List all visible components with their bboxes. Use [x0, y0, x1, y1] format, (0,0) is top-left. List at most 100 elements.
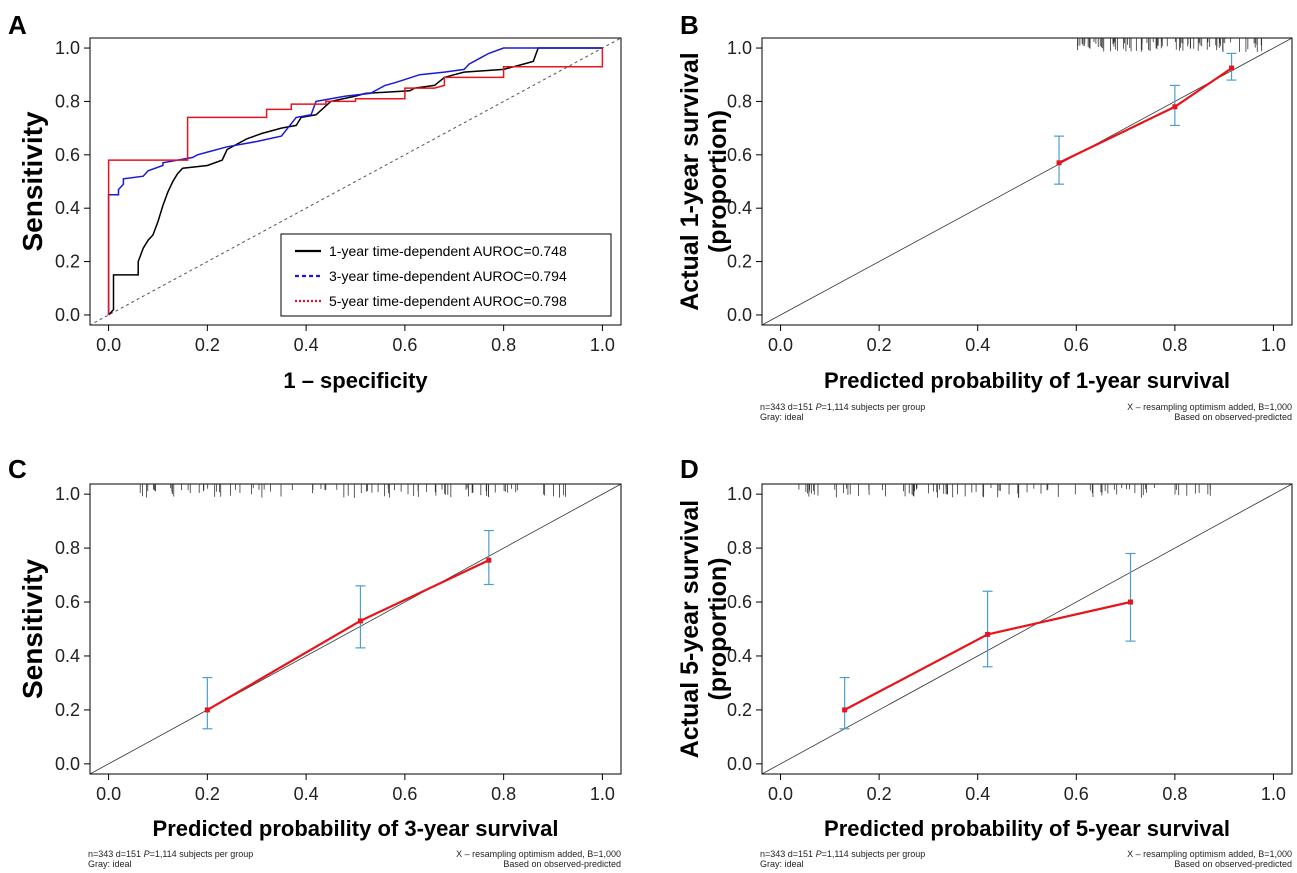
error-bar [483, 529, 494, 586]
ideal-line [90, 484, 621, 774]
calibration-point [204, 707, 210, 713]
legend-label: 5-year time-dependent AUROC=0.798 [329, 293, 567, 309]
y-axis-title: Sensitivity [17, 559, 48, 699]
footnote-left-line1: n=343 d=151 P=1,114 subjects per group [760, 849, 925, 859]
y-tick-label: 0.6 [727, 592, 752, 612]
panel-letter: A [8, 10, 27, 40]
x-tick-label: 0.8 [491, 335, 516, 355]
footnote-right-line2: Based on observed-predicted [503, 859, 621, 869]
y-axis-title: Actual 5-year survival [676, 500, 704, 758]
plot-area [762, 38, 1292, 325]
plot-frame [761, 37, 1293, 326]
x-tick-label: 0.8 [1162, 784, 1187, 804]
error-bar [839, 676, 850, 730]
footnote-subjects: =1,114 subjects per group [822, 402, 926, 412]
x-tick-label: 0.4 [294, 784, 319, 804]
y-axis-title: (proportion) [704, 557, 732, 700]
x-tick-label: 1.0 [1261, 335, 1286, 355]
legend: 1-year time-dependent AUROC=0.748 3-year … [280, 233, 612, 317]
plot-frame [89, 37, 622, 326]
series-line-2 [107, 47, 603, 315]
panel-d: D 0.0 0.0 0.2 0.2 0.4 0.4 0.6 0.6 0.8 0.8 1.0 1.0 Pre… [676, 454, 1293, 869]
legend-label: 1-year time-dependent AUROC=0.748 [329, 243, 567, 259]
footnote-right-line1: X – resampling optimism added, B=1,000 [1127, 402, 1292, 412]
y-tick-label: 0.8 [55, 91, 80, 111]
x-tick-label: 0.4 [965, 784, 990, 804]
rug-marks [1077, 38, 1263, 52]
y-tick-label: 0.6 [55, 592, 80, 612]
y-tick-label: 0.8 [55, 538, 80, 558]
footnote-p: P [144, 849, 150, 859]
x-tick-label: 1.0 [1261, 784, 1286, 804]
y-axis-title: Actual 1-year survival [676, 52, 704, 310]
x-axis-title: Predicted probability of 1-year survival [824, 368, 1230, 393]
calibration-point [1056, 160, 1062, 166]
x-tick-label: 1.0 [590, 335, 615, 355]
x-tick-label: 0.6 [1064, 335, 1089, 355]
x-axis-title: 1 – specificity [283, 368, 428, 393]
footnote-subjects: =1,114 subjects per group [822, 849, 926, 859]
x-tick-label: 0.0 [96, 784, 121, 804]
footnote-right-line2: Based on observed-predicted [1174, 859, 1292, 869]
x-tick-label: 0.2 [867, 784, 892, 804]
legend-label: 3-year time-dependent AUROC=0.794 [329, 268, 567, 284]
y-tick-label: 0.0 [727, 305, 752, 325]
rug-marks [798, 484, 1211, 498]
legend-box [280, 233, 612, 317]
calibration-point [1229, 65, 1235, 71]
footnote-subjects: =1,114 subjects per group [150, 849, 254, 859]
y-tick-label: 0.2 [55, 700, 80, 720]
error-bar [202, 676, 213, 730]
ideal-line [762, 484, 1292, 774]
footnote-left-line2: Gray: ideal [760, 859, 804, 869]
footnote-p: P [816, 849, 822, 859]
x-tick-label: 0.2 [867, 335, 892, 355]
calibration-point [842, 707, 848, 713]
error-bar [1054, 135, 1065, 185]
footnote-n: n=343 d=151 [760, 849, 816, 859]
x-axis-title: Predicted probability of 5-year survival [824, 816, 1230, 841]
calibration-point [486, 557, 492, 563]
calibration-point [1128, 599, 1134, 605]
y-tick-label: 1.0 [727, 38, 752, 58]
calibration-point [985, 631, 991, 637]
x-tick-label: 0.6 [1064, 784, 1089, 804]
panel-c: C 0.0 0.0 0.2 0.2 0.4 0.4 0.6 0.6 0.8 0.8 1.0 1.0 Pre… [8, 454, 622, 869]
y-tick-label: 0.0 [55, 754, 80, 774]
error-bar [982, 590, 993, 668]
x-tick-label: 0.4 [965, 335, 990, 355]
rug-marks [139, 484, 566, 498]
x-tick-label: 0.6 [392, 784, 417, 804]
x-axis-title: Predicted probability of 3-year survival [153, 816, 559, 841]
y-tick-label: 0.6 [727, 145, 752, 165]
y-tick-label: 0.8 [727, 538, 752, 558]
plot-area [90, 484, 621, 774]
footnote-left-line2: Gray: ideal [760, 412, 804, 422]
plot-area [90, 38, 621, 325]
y-tick-label: 1.0 [55, 38, 80, 58]
x-tick-label: 0.6 [392, 335, 417, 355]
x-tick-label: 0.2 [195, 335, 220, 355]
panel-letter: B [680, 10, 699, 40]
y-tick-label: 0.4 [55, 646, 80, 666]
calibration-line [1058, 67, 1233, 164]
error-bar [355, 585, 366, 649]
series-line-1 [108, 47, 603, 316]
panel-a: A 0.0 0.0 0.2 0.2 0.4 0.4 0.6 0.6 0.8 0.8 1.0 1.0 1 –… [8, 10, 622, 393]
series-line-3 [107, 48, 604, 315]
x-tick-label: 0.2 [195, 784, 220, 804]
y-axis-title: (proportion) [704, 110, 732, 253]
y-tick-label: 0.4 [55, 198, 80, 218]
y-tick-label: 1.0 [727, 484, 752, 504]
y-tick-label: 0.4 [727, 198, 752, 218]
x-tick-label: 1.0 [590, 784, 615, 804]
error-bar [1125, 552, 1136, 642]
y-tick-label: 0.2 [727, 252, 752, 272]
plot-area [762, 484, 1292, 774]
y-tick-label: 0.8 [727, 91, 752, 111]
calibration-point [357, 618, 363, 624]
footnotes: n=343 d=151 P=1,114 subjects per groupGr… [760, 849, 1292, 869]
footnote-left-line2: Gray: ideal [88, 859, 132, 869]
footnote-right-line1: X – resampling optimism added, B=1,000 [1127, 849, 1292, 859]
